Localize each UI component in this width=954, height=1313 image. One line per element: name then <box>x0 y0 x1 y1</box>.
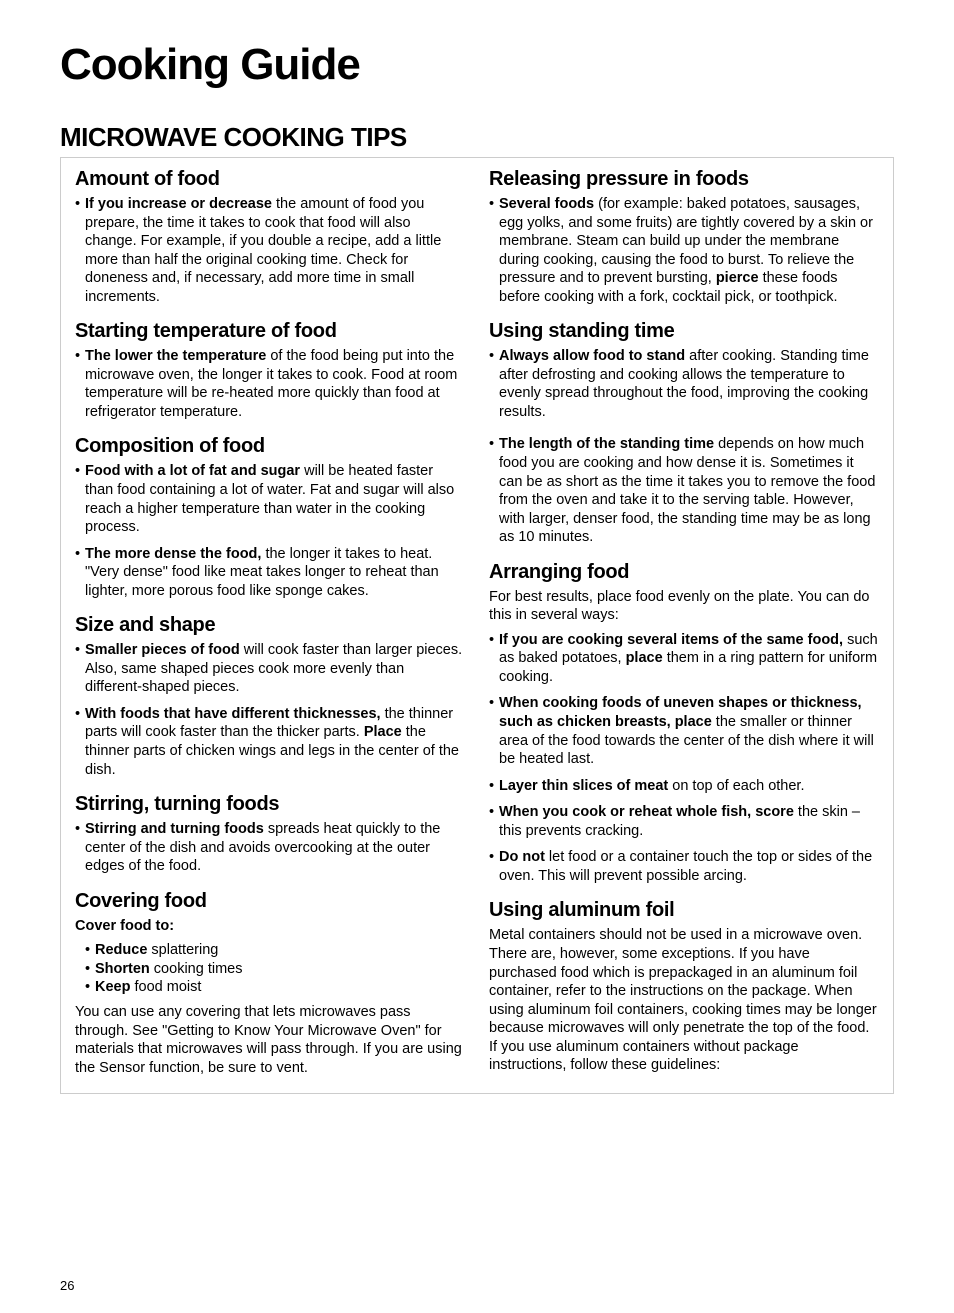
heading-arranging: Arranging food <box>489 561 879 584</box>
list-item: Smaller pieces of food will cook faster … <box>75 641 465 697</box>
lead-text: Do not <box>499 849 545 865</box>
list-item: Shorten cooking times <box>85 960 465 979</box>
lead-text: Several foods <box>499 196 594 212</box>
page-number: 26 <box>60 1278 74 1293</box>
bold-word: place <box>626 650 663 666</box>
lead-text: Food with a lot of fat and sugar <box>85 463 300 479</box>
list-starting: The lower the temperature of the food be… <box>75 347 465 421</box>
list-size: Smaller pieces of food will cook faster … <box>75 641 465 779</box>
lead-text: Always allow food to stand <box>499 348 685 364</box>
cover-food-to-label: Cover food to: <box>75 917 465 936</box>
heading-amount-of-food: Amount of food <box>75 168 465 191</box>
body-text: let food or a container touch the top or… <box>499 849 872 884</box>
body-text: the amount of food you prepare, the time… <box>85 196 441 305</box>
lead-text: With foods that have different thickness… <box>85 706 381 722</box>
bold-word: Reduce <box>95 942 147 958</box>
list-item: Stirring and turning foods spreads heat … <box>75 820 465 876</box>
arranging-intro: For best results, place food evenly on t… <box>489 588 879 625</box>
lead-text: If you are cooking several items of the … <box>499 632 843 648</box>
section-title: MICROWAVE COOKING TIPS <box>60 122 894 153</box>
right-column: Releasing pressure in foods Several food… <box>489 168 879 1077</box>
heading-stirring: Stirring, turning foods <box>75 793 465 816</box>
list-standing: Always allow food to stand after cooking… <box>489 347 879 546</box>
list-stirring: Stirring and turning foods spreads heat … <box>75 820 465 876</box>
lead-text: Layer thin slices of meat <box>499 778 668 794</box>
lead-text: Stirring and turning foods <box>85 821 264 837</box>
list-item: Always allow food to stand after cooking… <box>489 347 879 421</box>
list-item: The more dense the food, the longer it t… <box>75 545 465 601</box>
lead-text: When you cook or reheat whole fish, scor… <box>499 804 794 820</box>
lead-text: The length of the standing time <box>499 436 714 452</box>
list-item: If you are cooking several items of the … <box>489 631 879 687</box>
body-text: on top of each other. <box>668 778 804 794</box>
body-text: depends on how much food you are cooking… <box>499 436 875 545</box>
list-item: Layer thin slices of meat on top of each… <box>489 777 879 796</box>
left-column: Amount of food If you increase or decrea… <box>75 168 465 1077</box>
list-item: Keep food moist <box>85 978 465 997</box>
lead-text: If you increase or decrease <box>85 196 272 212</box>
list-item: Several foods (for example: baked potato… <box>489 195 879 306</box>
list-amount: If you increase or decrease the amount o… <box>75 195 465 306</box>
covering-paragraph: You can use any covering that lets micro… <box>75 1003 465 1077</box>
list-item: With foods that have different thickness… <box>75 705 465 779</box>
heading-releasing: Releasing pressure in foods <box>489 168 879 191</box>
lead-text: The more dense the food, <box>85 546 261 562</box>
bold-word: Place <box>364 724 402 740</box>
content-frame: Amount of food If you increase or decrea… <box>60 157 894 1094</box>
heading-starting-temp: Starting temperature of food <box>75 320 465 343</box>
lead-text: The lower the temperature <box>85 348 266 364</box>
body-text: splattering <box>147 942 218 958</box>
aluminum-paragraph: Metal containers should not be used in a… <box>489 926 879 1074</box>
list-releasing: Several foods (for example: baked potato… <box>489 195 879 306</box>
heading-standing: Using standing time <box>489 320 879 343</box>
list-item: Do not let food or a container touch the… <box>489 848 879 885</box>
body-text: food moist <box>130 979 201 995</box>
list-item: When you cook or reheat whole fish, scor… <box>489 803 879 840</box>
list-arranging: If you are cooking several items of the … <box>489 631 879 886</box>
bold-word: pierce <box>716 270 759 286</box>
bold-word: Keep <box>95 979 130 995</box>
heading-size-shape: Size and shape <box>75 614 465 637</box>
list-composition: Food with a lot of fat and sugar will be… <box>75 462 465 600</box>
list-item: Food with a lot of fat and sugar will be… <box>75 462 465 536</box>
list-item: The lower the temperature of the food be… <box>75 347 465 421</box>
list-item: Reduce splattering <box>85 941 465 960</box>
list-covering-reasons: Reduce splattering Shorten cooking times… <box>75 941 465 997</box>
page-title: Cooking Guide <box>60 40 894 90</box>
body-text: cooking times <box>150 961 243 977</box>
list-item: The length of the standing time depends … <box>489 435 879 546</box>
list-item: If you increase or decrease the amount o… <box>75 195 465 306</box>
list-item: When cooking foods of uneven shapes or t… <box>489 694 879 768</box>
heading-covering: Covering food <box>75 890 465 913</box>
lead-text: Smaller pieces of food <box>85 642 240 658</box>
heading-composition: Composition of food <box>75 435 465 458</box>
heading-aluminum: Using aluminum foil <box>489 899 879 922</box>
bold-word: Shorten <box>95 961 150 977</box>
